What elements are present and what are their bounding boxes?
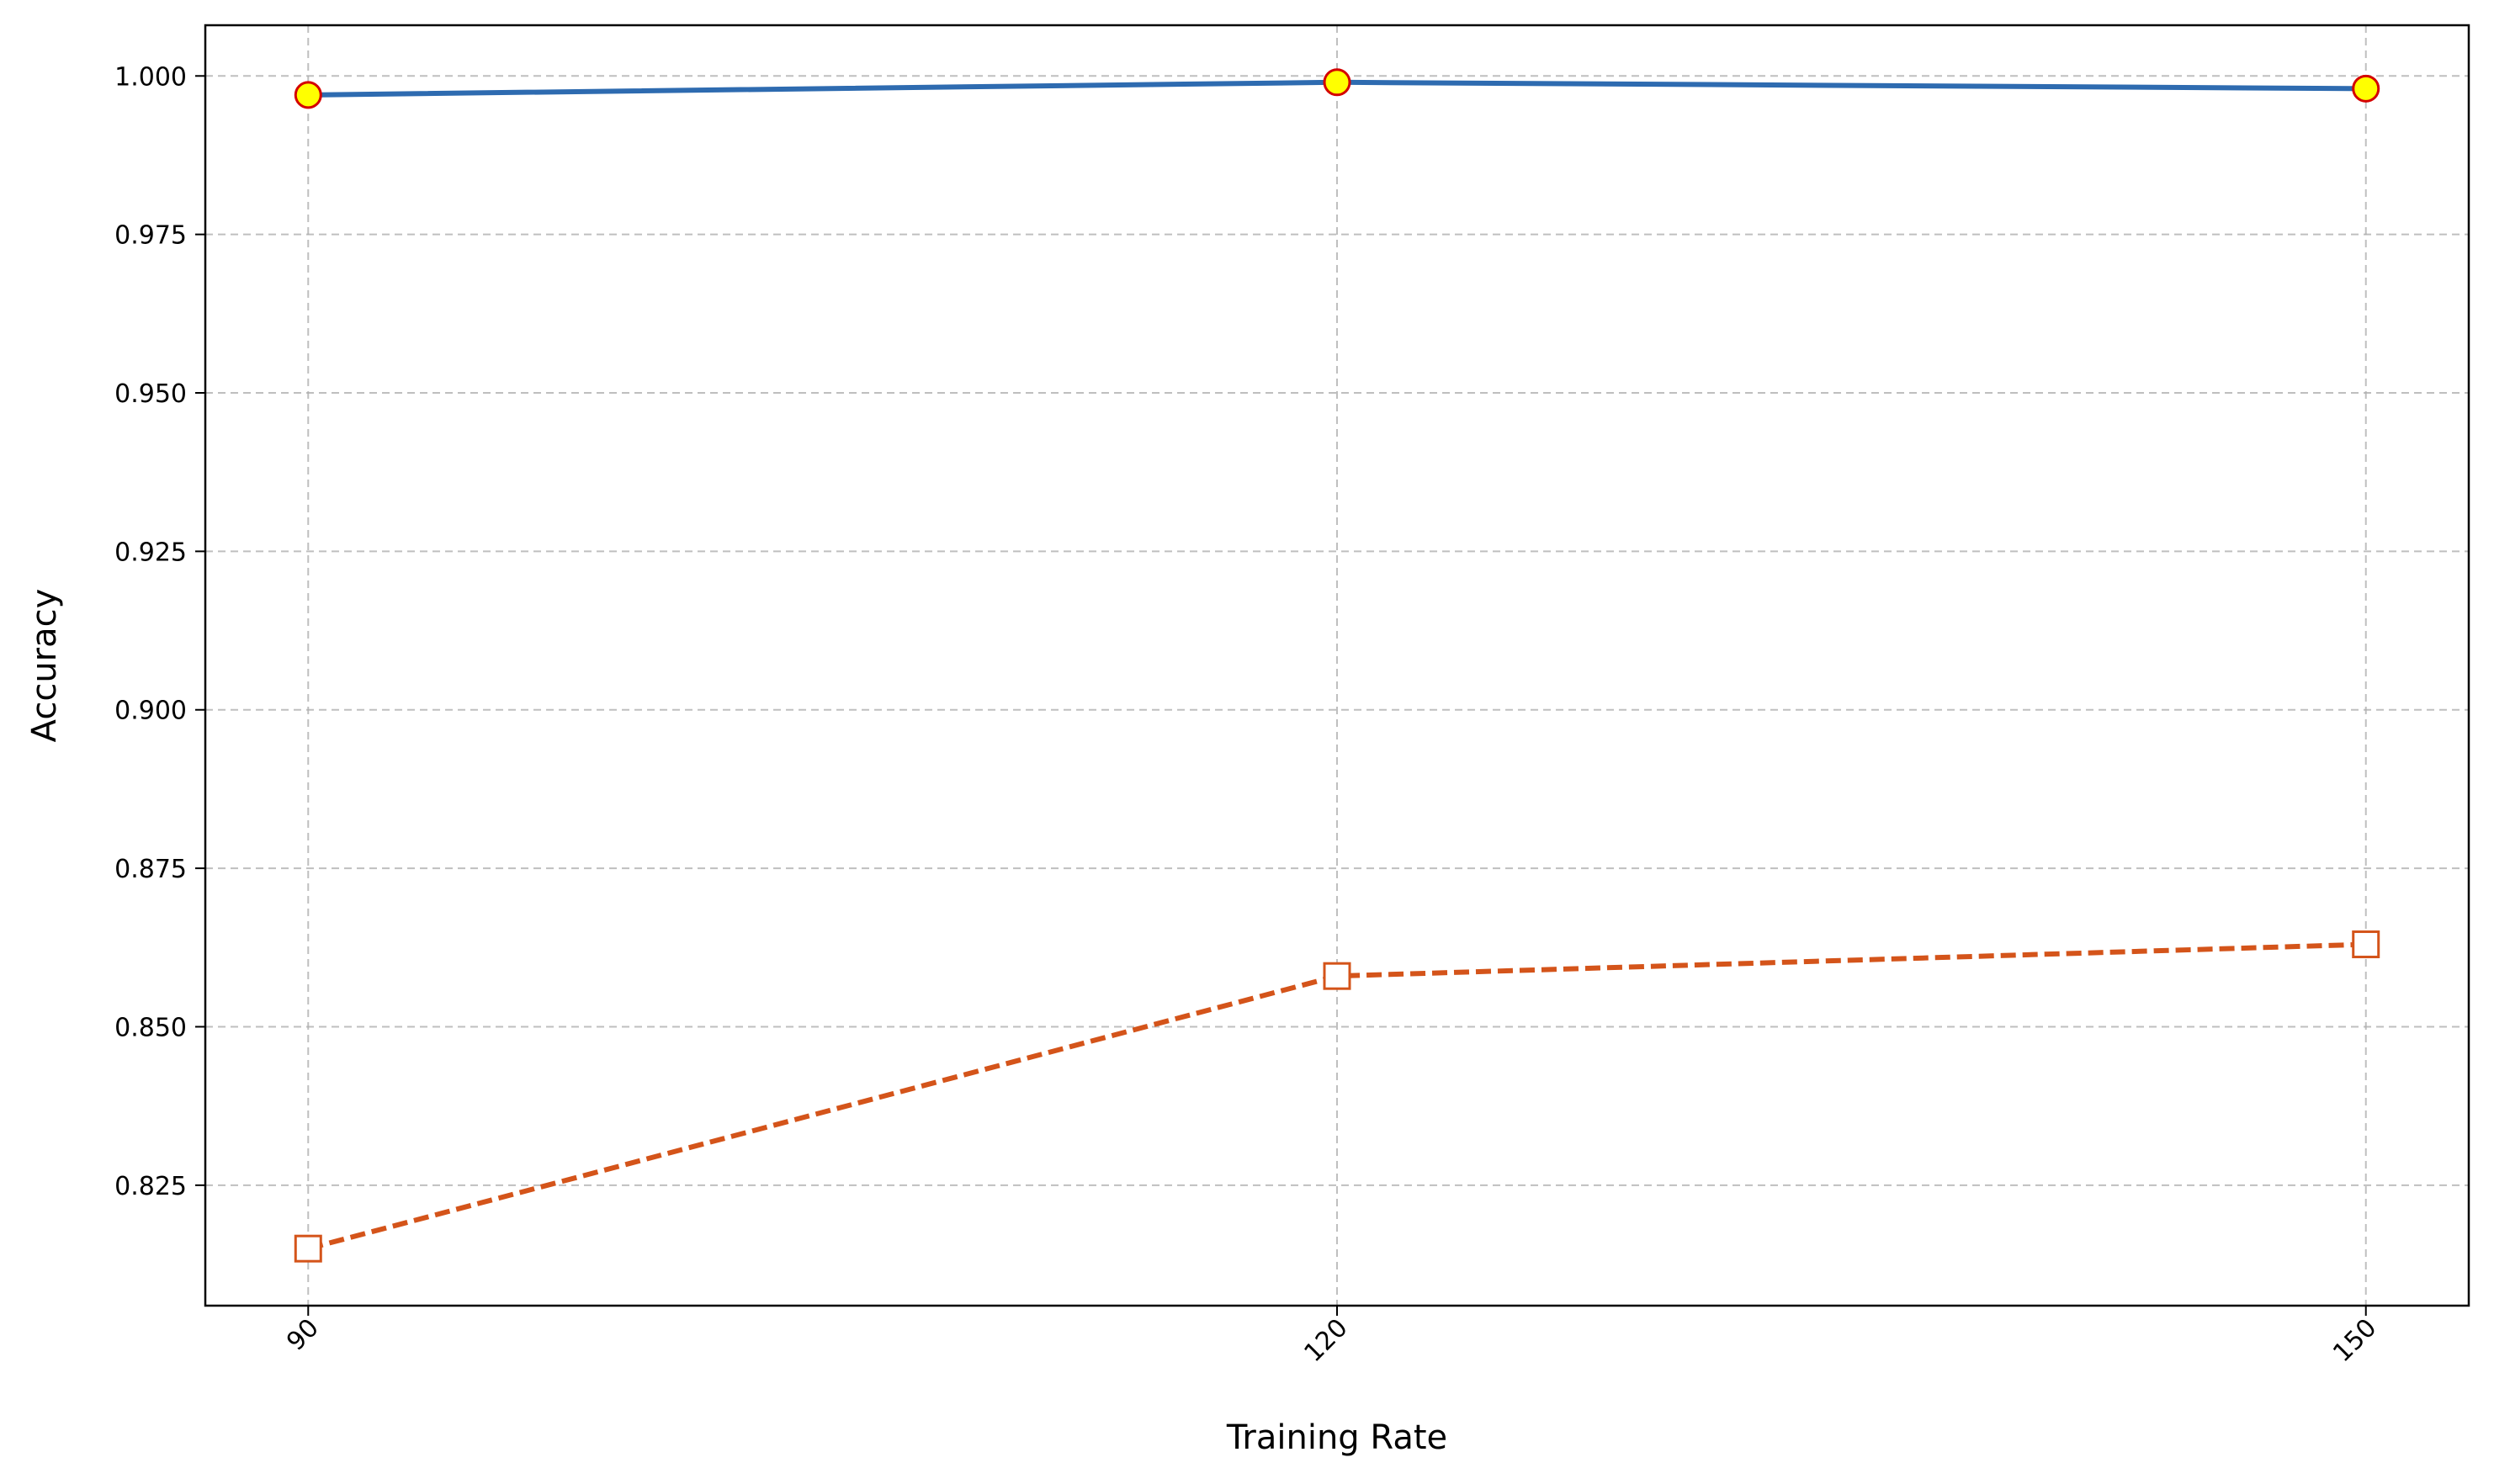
series-2-point: [2352, 930, 2380, 959]
y-tick-label: 0.825: [114, 1172, 187, 1201]
grid-lines: [205, 25, 2469, 1306]
series-1-point: [2352, 74, 2380, 103]
series-layer: [294, 68, 2380, 1263]
x-axis-title: Training Rate: [1226, 1418, 1447, 1457]
y-tick-label: 0.875: [114, 855, 187, 884]
y-axis-title: Accuracy: [25, 589, 64, 743]
y-tick-label: 0.900: [114, 697, 187, 726]
series-2-point: [1323, 962, 1351, 990]
y-tick-label: 0.850: [114, 1013, 187, 1042]
series-2-point: [294, 1234, 322, 1263]
y-tick-label: 0.975: [114, 221, 187, 251]
y-tick-label: 1.000: [114, 62, 187, 92]
y-tick-label: 0.950: [114, 379, 187, 409]
y-tick-label: 0.925: [114, 538, 187, 567]
series-1-point: [294, 81, 322, 109]
series-1-point: [1323, 68, 1351, 97]
